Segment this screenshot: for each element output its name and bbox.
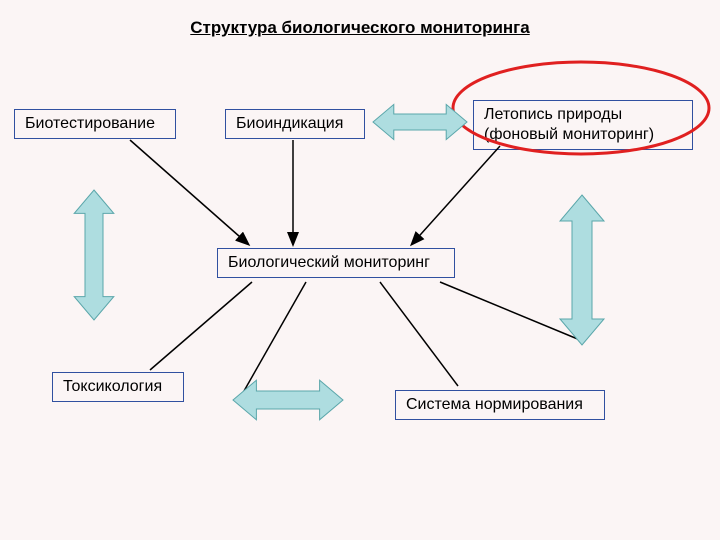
thin-arrow [380,282,458,386]
double-arrow [233,380,343,420]
node-label: Биологический мониторинг [228,254,430,271]
node-label: Биотестирование [25,115,155,132]
node-label: Система нормирования [406,396,583,413]
diagram-title: Структура биологического мониторинга [0,18,720,38]
node-letopis-prirody: Летопись природы(фоновый мониторинг) [473,100,693,150]
thin-arrow [412,146,500,244]
thin-arrow [130,140,248,244]
node-biotestirovanie: Биотестирование [14,109,176,139]
thin-arrow [150,282,252,370]
node-biologicheskij-monitoring: Биологический мониторинг [217,248,455,278]
node-label: Биоиндикация [236,115,343,132]
double-arrow [373,104,467,139]
node-label: Токсикология [63,378,162,395]
thin-arrow [240,282,306,398]
double-arrow [74,190,114,320]
node-bioindikaciya: Биоиндикация [225,109,365,139]
double-arrow [560,195,604,345]
node-toksikologiya: Токсикология [52,372,184,402]
node-label: Летопись природы(фоновый мониторинг) [484,106,654,143]
thin-arrow [440,282,580,340]
node-sistema-normirovaniya: Система нормирования [395,390,605,420]
